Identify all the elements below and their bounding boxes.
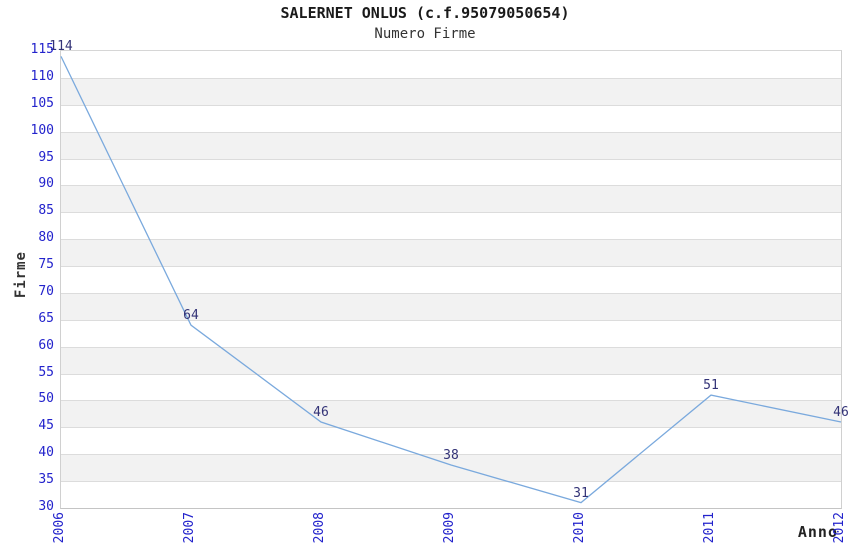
plot-band [61, 292, 841, 320]
x-tick-label: 2007 [182, 512, 197, 544]
x-tick-label: 2008 [312, 512, 327, 544]
y-tick-label: 95 [38, 149, 54, 165]
grid-line [61, 293, 841, 294]
chart-title: SALERNET ONLUS (c.f.95079050654) [280, 4, 570, 22]
point-label: 31 [573, 485, 589, 501]
plot-area: 114 64 46 38 31 51 46 [49, 39, 849, 509]
chart-subtitle: Numero Firme [374, 26, 476, 42]
x-tick-label: 2012 [832, 512, 847, 544]
point-label: 51 [703, 378, 719, 394]
plot-band [61, 131, 841, 159]
grid-line [61, 320, 841, 321]
y-tick-label: 75 [38, 257, 54, 273]
x-axis-title: Anno [797, 523, 838, 541]
point-label: 38 [443, 447, 459, 463]
series-line [60, 56, 842, 504]
plot-band [61, 239, 841, 267]
y-tick-label: 85 [38, 203, 54, 219]
plot-band [61, 454, 841, 482]
y-tick-label: 55 [38, 364, 54, 380]
y-tick-label: 60 [38, 337, 54, 353]
y-tick-label: 105 [30, 95, 54, 111]
y-tick-label: 80 [38, 230, 54, 246]
plot-band [61, 400, 841, 428]
grid-line [61, 454, 841, 455]
y-tick-label: 40 [38, 445, 54, 461]
y-tick-label: 65 [38, 310, 54, 326]
plot-band [61, 77, 841, 105]
point-label: 114 [49, 39, 73, 55]
y-tick-label: 90 [38, 176, 54, 192]
y-tick-label: 100 [30, 122, 54, 138]
grid-line [61, 400, 841, 401]
point-label: 46 [313, 404, 329, 420]
plot-band [61, 346, 841, 374]
grid-line [61, 347, 841, 348]
x-tick-label: 2011 [702, 512, 717, 544]
point-label: 64 [183, 308, 199, 324]
y-tick-label: 35 [38, 472, 54, 488]
y-tick-label: 115 [30, 42, 54, 57]
x-tick-label: 2006 [52, 512, 67, 544]
grid-line [61, 132, 841, 133]
y-tick-label: 70 [38, 283, 54, 299]
y-tick-label: 45 [38, 418, 54, 434]
y-tick-label: 30 [38, 499, 54, 514]
grid-line [61, 159, 841, 160]
y-tick-label: 50 [38, 391, 54, 407]
grid-line [61, 266, 841, 267]
y-tick-label: 110 [30, 68, 54, 84]
grid-line [61, 105, 841, 106]
point-label: 46 [833, 404, 849, 420]
grid-line [61, 374, 841, 375]
x-tick-label: 2009 [442, 512, 457, 544]
grid-line [61, 239, 841, 240]
grid-line [61, 185, 841, 186]
grid-line [61, 212, 841, 213]
plot-band [61, 185, 841, 213]
x-tick-label: 2010 [572, 512, 587, 544]
line-series [60, 56, 842, 504]
grid-line [61, 481, 841, 482]
grid-line [61, 427, 841, 428]
grid-line [61, 78, 841, 79]
